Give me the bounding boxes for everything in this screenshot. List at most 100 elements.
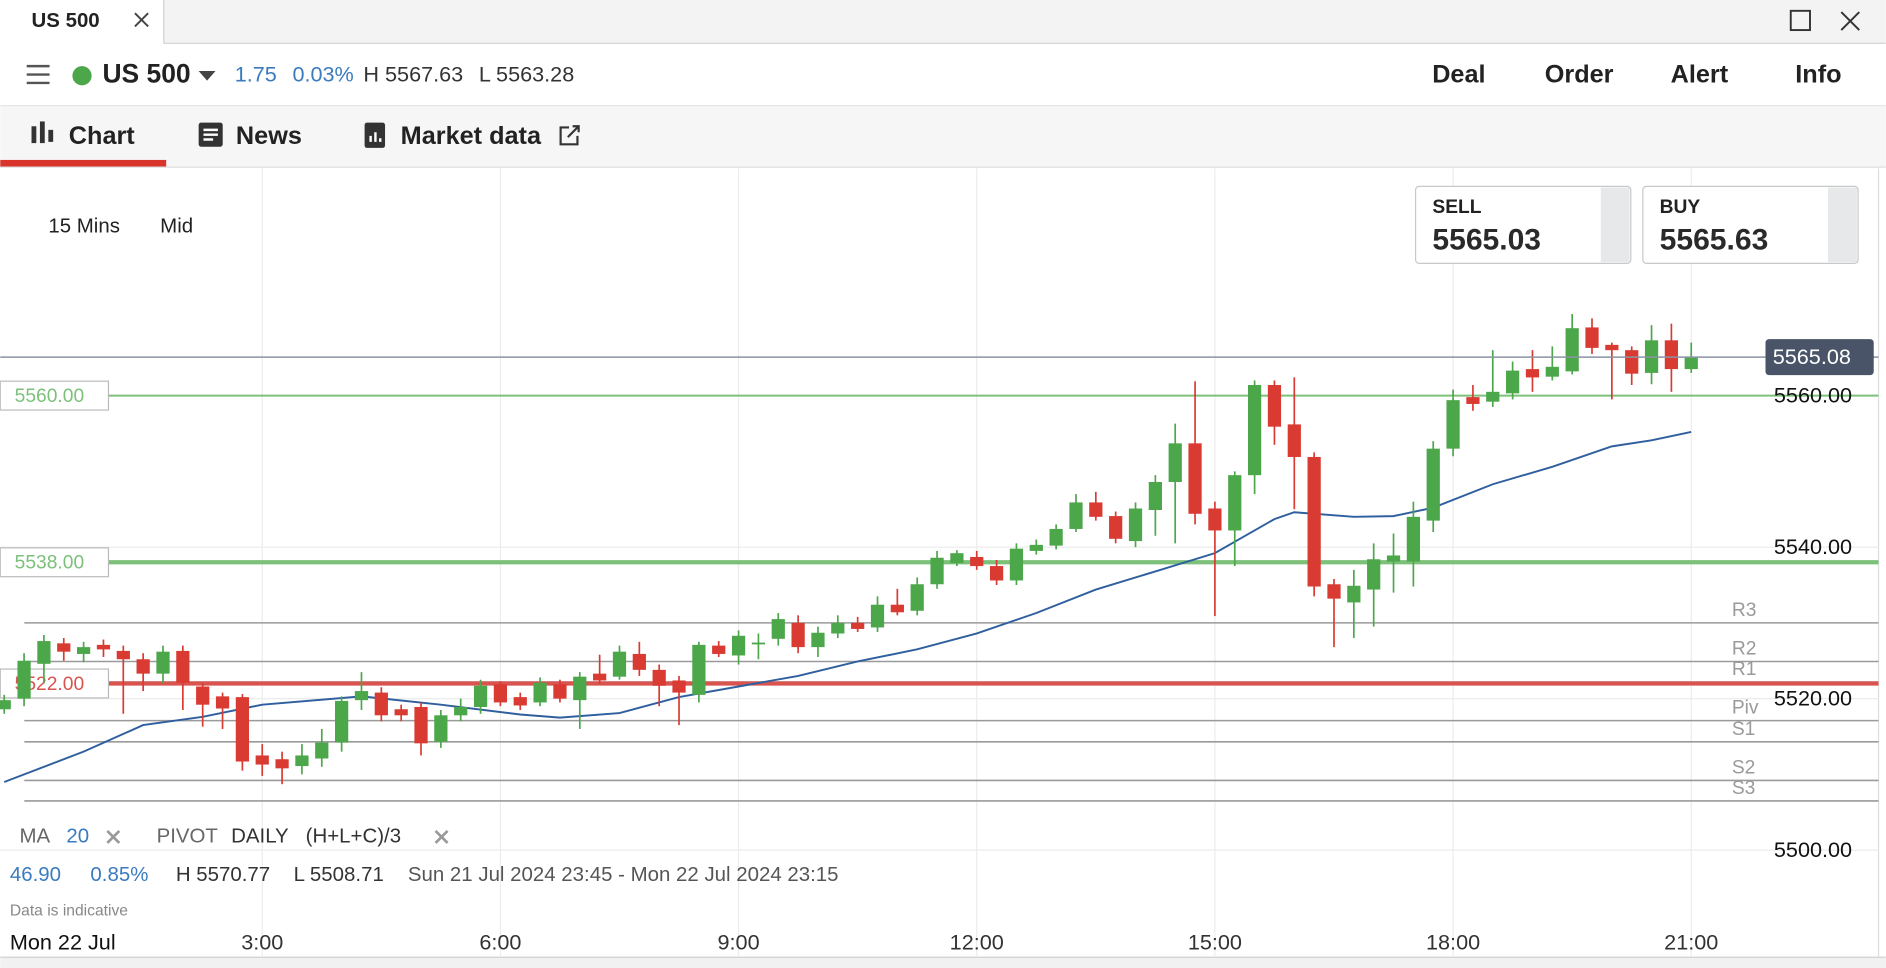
close-button[interactable]	[1840, 11, 1860, 31]
buy-label: BUY	[1660, 197, 1701, 218]
remove-pivot[interactable]	[434, 829, 449, 844]
candle-body	[354, 691, 369, 701]
market-data-icon-bars	[369, 132, 382, 142]
candle-body	[1565, 328, 1579, 372]
ma-period: 20	[66, 824, 89, 847]
candle-body	[1327, 584, 1341, 599]
range-low: L 5508.71	[294, 863, 384, 886]
candle-body	[1486, 391, 1500, 402]
candle-body	[692, 644, 706, 695]
level-label-box[interactable]	[0, 547, 110, 578]
header-action[interactable]: Alert	[1671, 60, 1729, 88]
content-tab[interactable]: Market data	[401, 122, 542, 150]
sell-price: 5565.03	[1432, 224, 1541, 257]
tab-close[interactable]	[134, 12, 149, 28]
pivot-label: R1	[1732, 659, 1757, 680]
y-tick-label: 5540.00	[1774, 534, 1852, 559]
candle-body	[454, 706, 468, 716]
candle-body	[1148, 481, 1162, 511]
candle-body	[1168, 443, 1182, 482]
pivot-label: S2	[1732, 758, 1756, 779]
buy-price: 5565.63	[1660, 224, 1769, 257]
range-change: 46.90	[10, 863, 61, 886]
menu-icon[interactable]	[26, 64, 50, 85]
candle-body	[315, 742, 329, 759]
candle-body	[1208, 508, 1222, 531]
candle-body	[989, 566, 1004, 581]
candle-body	[37, 641, 51, 664]
candle-body	[414, 706, 428, 744]
candle-body	[295, 755, 309, 767]
candle-body	[255, 755, 269, 765]
header-action[interactable]: Deal	[1432, 60, 1485, 88]
maximize-button[interactable]	[1789, 9, 1811, 32]
external-link-icon[interactable]	[559, 125, 580, 146]
moving-average-line	[3, 430, 1692, 783]
candle-body	[1247, 385, 1262, 476]
candle-body	[831, 622, 845, 634]
candle-body	[1069, 502, 1083, 529]
candle-body	[811, 632, 825, 648]
pivot-label: Piv	[1732, 698, 1759, 719]
candle-body	[116, 650, 130, 660]
candle-body	[0, 700, 11, 710]
current-price-label: 5565.08	[1773, 344, 1851, 369]
candle-body	[493, 684, 508, 703]
remove-ma[interactable]	[106, 829, 121, 844]
interval-selector[interactable]: 15 Mins	[48, 215, 120, 238]
instrument-dropdown[interactable]	[198, 70, 216, 81]
candle-body	[235, 697, 250, 762]
pivot-period: DAILY	[231, 824, 289, 847]
candle-body	[1446, 400, 1460, 449]
window-tab[interactable]	[0, 0, 164, 45]
instrument-name[interactable]: US 500	[102, 59, 190, 89]
candle-body	[771, 619, 785, 639]
candle-body	[1029, 544, 1043, 551]
y-tick-label: 5500.00	[1774, 837, 1852, 862]
candle-body	[632, 653, 646, 670]
price-type-selector[interactable]: Mid	[160, 215, 193, 238]
level-label: 5538.00	[15, 553, 84, 574]
candle-body	[76, 647, 91, 654]
candle-body	[473, 685, 488, 707]
active-tab-indicator	[0, 159, 167, 168]
candle-body	[1426, 448, 1440, 521]
title-bar	[0, 0, 1886, 44]
candle-body	[1525, 369, 1540, 378]
candle-body	[394, 709, 408, 716]
ma-indicator: MA	[19, 824, 50, 847]
window-tab-title[interactable]: US 500	[32, 9, 100, 32]
x-tick-label: 18:00	[1426, 930, 1480, 955]
candle-body	[950, 553, 964, 564]
candle-body	[672, 680, 686, 693]
buy-button[interactable]	[1642, 185, 1859, 264]
content-tab[interactable]: Chart	[69, 122, 136, 150]
header-action[interactable]: Order	[1545, 60, 1614, 88]
candle-body	[593, 673, 607, 681]
candle-body	[1545, 366, 1559, 377]
sell-button-strip	[1600, 187, 1630, 263]
candle-body	[1347, 585, 1361, 603]
level-label-box[interactable]	[0, 380, 110, 411]
pivot-formula: (H+L+C)/3	[306, 824, 401, 847]
candle-body	[1625, 350, 1639, 374]
content-tab[interactable]: News	[236, 122, 302, 150]
candle-body	[1128, 508, 1143, 542]
news-icon-lines	[203, 128, 218, 141]
candle-body	[652, 669, 666, 686]
candle-body	[851, 622, 865, 629]
candle-body	[1267, 385, 1282, 427]
level-label: 5522.00	[15, 674, 84, 695]
sell-label: SELL	[1432, 197, 1481, 218]
candle-body	[1089, 502, 1103, 517]
pivot-label: R2	[1732, 639, 1757, 660]
market-status	[72, 66, 92, 86]
candle-body	[1049, 528, 1063, 546]
candle-body	[434, 715, 448, 742]
y-tick-label: 5560.00	[1774, 383, 1852, 408]
sell-button[interactable]	[1414, 185, 1632, 264]
candle-body	[1406, 516, 1420, 562]
header-action[interactable]: Info	[1795, 60, 1841, 88]
candle-body	[136, 659, 150, 674]
candle-body	[533, 682, 547, 703]
